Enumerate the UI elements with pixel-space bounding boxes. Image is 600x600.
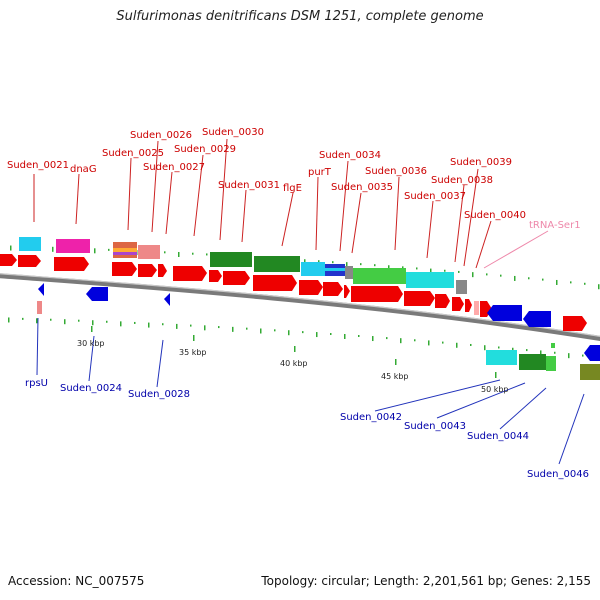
- feature-suden-0021: [19, 237, 41, 251]
- arrow-f11: [299, 280, 323, 295]
- tick-40-kbp: 40 kbp: [280, 359, 308, 368]
- feature-purt: [301, 262, 325, 276]
- label-trna-ser1: tRNA-Ser1: [529, 220, 581, 231]
- feature-rpsu: [37, 301, 42, 314]
- label-suden-0035: Suden_0035: [331, 182, 393, 193]
- arrow-f9: [223, 271, 250, 285]
- arrow-f3: [54, 257, 89, 271]
- arrow-f15: [404, 291, 435, 306]
- label-rpsu: rpsU: [25, 378, 48, 389]
- arrow-f18: [465, 299, 472, 312]
- feature-suden-0031: [254, 256, 300, 272]
- label-dnag: dnaG: [70, 164, 97, 175]
- arrow-f7: [173, 266, 207, 281]
- label-suden-0042: Suden_0042: [340, 412, 402, 423]
- trna-leader-line: [483, 230, 549, 269]
- arrow-f4: [112, 262, 137, 276]
- label-suden-0031: Suden_0031: [218, 180, 280, 191]
- feature-suden-0046: [580, 364, 600, 380]
- bottom-leader-lines: [36, 317, 585, 465]
- arrow-f12: [323, 282, 343, 296]
- label-flge: flgE: [283, 183, 302, 194]
- arrow-f16: [435, 294, 450, 308]
- forward-cds-features: [0, 237, 587, 331]
- arrow-f2: [18, 255, 41, 267]
- arrow-f13: [344, 285, 350, 298]
- genome-backbone: [0, 273, 600, 341]
- label-suden-0027: Suden_0027: [143, 162, 205, 173]
- tick-45-kbp: 45 kbp: [381, 372, 409, 381]
- label-suden-0028: Suden_0028: [128, 389, 190, 400]
- label-suden-0046: Suden_0046: [527, 469, 589, 480]
- label-suden-0037: Suden_0037: [404, 191, 466, 202]
- feature-suden-0030: [210, 252, 252, 267]
- tick-35-kbp: 35 kbp: [179, 348, 207, 357]
- arrow-f6: [158, 264, 167, 277]
- tick-50-kbp: 50 kbp: [481, 385, 509, 394]
- tick-30-kbp: 30 kbp: [77, 339, 105, 348]
- reverse-cds-features: [37, 283, 600, 380]
- feature-suden-0042: [486, 350, 517, 365]
- label-suden-0044: Suden_0044: [467, 431, 529, 442]
- arrow-f20: [563, 316, 587, 331]
- label-suden-0021: Suden_0021: [7, 160, 69, 171]
- feature-suden-0038: [456, 280, 467, 294]
- label-suden-0036: Suden_0036: [365, 166, 427, 177]
- map-title: Sulfurimonas denitrificans DSM 1251, com…: [116, 9, 484, 24]
- lower-dot-track: [8, 317, 598, 362]
- arrow-f8: [209, 270, 222, 282]
- feature-suden-0035: [345, 266, 353, 279]
- label-suden-0034: Suden_0034: [319, 150, 381, 161]
- label-suden-0026: Suden_0026: [130, 130, 192, 141]
- feature-suden-0043: [519, 354, 546, 370]
- label-suden-0029: Suden_0029: [174, 144, 236, 155]
- label-suden-0038: Suden_0038: [431, 175, 493, 186]
- feature-dnag: [56, 239, 90, 253]
- arrow-f17: [452, 297, 464, 311]
- arrow-f10: [253, 275, 297, 291]
- arrow-r-0028: [164, 293, 170, 306]
- label-purt: purT: [308, 167, 332, 178]
- feature-suden-0044: [551, 343, 555, 348]
- label-suden-0025: Suden_0025: [102, 148, 164, 159]
- feature-suden-0037: [406, 272, 454, 288]
- label-suden-0043: Suden_0043: [404, 421, 466, 432]
- kbp-tick-labels: 30 kbp 35 kbp 40 kbp 45 kbp 50 kbp: [77, 326, 509, 394]
- arrow-r-0024: [86, 287, 108, 301]
- upper-dot-track: [10, 245, 600, 290]
- accession-label: Accession: NC_007575: [8, 574, 145, 588]
- label-suden-0024: Suden_0024: [60, 383, 122, 394]
- arrow-f1: [0, 254, 17, 266]
- label-suden-0039: Suden_0039: [450, 157, 512, 168]
- arrow-r-b1: [584, 345, 600, 361]
- feature-suden-0036: [353, 268, 406, 284]
- genome-summary: Topology: circular; Length: 2,201,561 bp…: [261, 574, 591, 588]
- arrow-r-rpsu: [38, 283, 44, 296]
- label-suden-0030: Suden_0030: [202, 127, 264, 138]
- trna-ser1-feature: [474, 301, 479, 315]
- arrow-f5: [138, 264, 157, 277]
- arrow-r-a2: [523, 311, 551, 327]
- arrow-r-a1: [487, 305, 522, 321]
- top-gene-labels: Suden_0021 dnaG Suden_0025 Suden_0026 Suden_…: [7, 127, 581, 231]
- top-leader-lines: [33, 138, 492, 269]
- feature-suden-0026: [138, 245, 160, 259]
- bottom-gene-labels: rpsU Suden_0024Suden_0028Suden_0042Suden_…: [25, 378, 589, 480]
- label-suden-0040: Suden_0040: [464, 210, 526, 221]
- arrow-f14: [351, 286, 403, 302]
